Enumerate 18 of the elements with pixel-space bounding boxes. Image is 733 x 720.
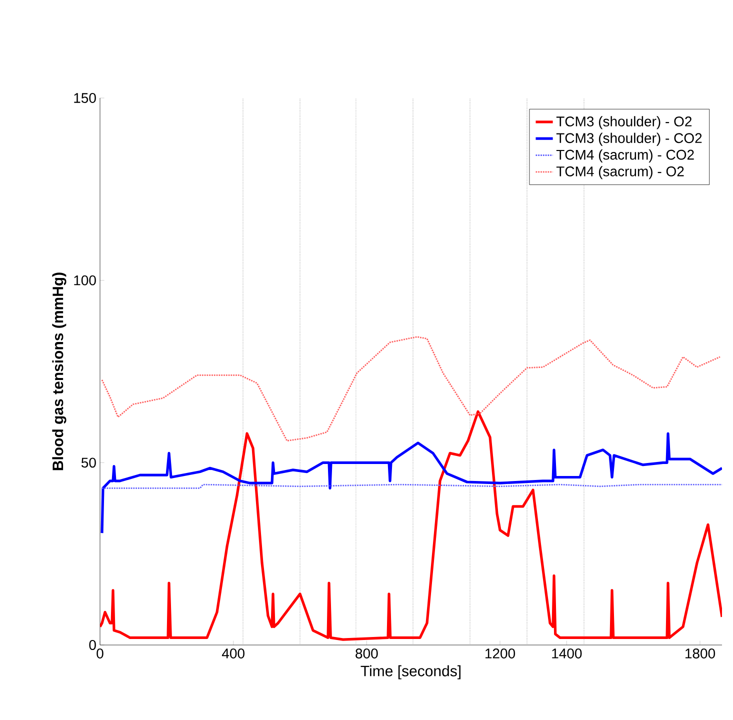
x-tick-label: 1200 (486, 648, 516, 658)
legend-label: TCM3 (shoulder) - CO2 (556, 132, 702, 146)
legend-label: TCM3 (shoulder) - O2 (556, 116, 692, 130)
x-tick-label: 0 (96, 648, 104, 658)
y-tick-label: 0 (89, 640, 96, 650)
x-tick-label: 400 (222, 648, 244, 658)
y-axis-title: Blood gas tensions (mmHg) (52, 272, 66, 470)
x-tick-label: 1800 (686, 648, 716, 658)
y-tick-label: 50 (81, 458, 96, 468)
line-series (100, 410, 722, 641)
legend-label: TCM4 (sacrum) - O2 (556, 166, 684, 180)
x-tick-label: 1400 (552, 648, 582, 658)
x-axis-title: Time [seconds] (360, 665, 460, 680)
line-series (101, 336, 721, 442)
x-tick-label: 800 (356, 648, 378, 658)
y-tick-label: 100 (74, 275, 96, 286)
y-tick-label: 150 (74, 93, 96, 103)
legend-label: TCM4 (sacrum) - CO2 (556, 149, 694, 162)
